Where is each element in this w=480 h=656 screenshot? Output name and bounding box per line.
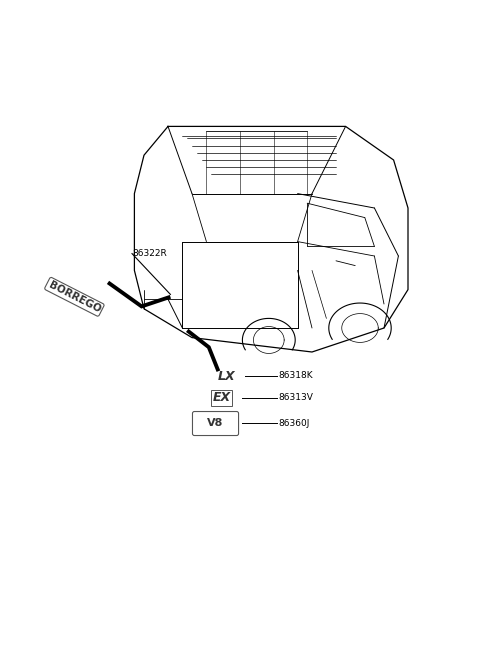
Text: 86318K: 86318K (278, 371, 313, 380)
Text: BORREGO: BORREGO (47, 279, 102, 314)
Text: 86322R: 86322R (132, 249, 167, 258)
Text: EX: EX (213, 391, 231, 404)
Text: LX: LX (218, 369, 235, 382)
Text: 86313V: 86313V (278, 393, 313, 402)
Text: 86360J: 86360J (278, 419, 310, 428)
Text: V8: V8 (207, 418, 224, 428)
